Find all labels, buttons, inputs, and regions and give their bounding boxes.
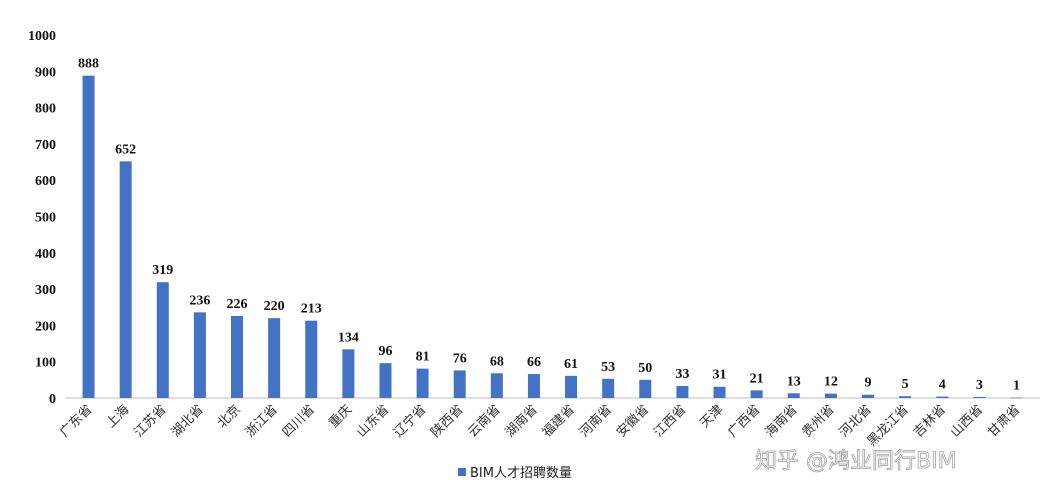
x-tick-label: 重庆 bbox=[325, 402, 355, 432]
x-tick-label: 广西省 bbox=[725, 402, 763, 440]
data-label: 61 bbox=[564, 357, 578, 372]
legend-swatch bbox=[458, 468, 466, 476]
data-label: 13 bbox=[787, 374, 801, 389]
data-label: 76 bbox=[453, 351, 467, 366]
bar bbox=[379, 363, 392, 398]
data-label: 134 bbox=[338, 330, 359, 345]
x-tick-label: 北京 bbox=[215, 402, 244, 431]
x-tick-label: 云南省 bbox=[465, 402, 504, 441]
data-label: 81 bbox=[416, 350, 430, 365]
y-tick-label: 700 bbox=[35, 138, 56, 153]
data-label: 9 bbox=[864, 376, 871, 391]
data-label: 226 bbox=[227, 297, 248, 312]
data-label: 33 bbox=[675, 367, 689, 382]
x-tick-label: 四川省 bbox=[280, 402, 318, 440]
bar bbox=[750, 390, 763, 398]
bar bbox=[156, 282, 169, 398]
bar bbox=[119, 161, 132, 398]
legend: BIM人才招聘数量 bbox=[458, 466, 572, 481]
x-tick-label: 山东省 bbox=[354, 402, 392, 440]
data-label: 12 bbox=[824, 375, 838, 390]
x-tick-label: 湖南省 bbox=[502, 402, 541, 441]
x-tick-label: 上海 bbox=[103, 402, 132, 431]
bar bbox=[565, 375, 578, 398]
bar bbox=[824, 393, 837, 398]
bar bbox=[973, 396, 986, 398]
bar bbox=[1010, 397, 1023, 399]
bar bbox=[899, 396, 912, 398]
data-label: 220 bbox=[264, 299, 285, 314]
bar bbox=[861, 394, 874, 398]
y-tick-label: 900 bbox=[35, 65, 56, 80]
x-tick-label: 江苏省 bbox=[131, 402, 170, 441]
bar bbox=[193, 312, 206, 398]
bar bbox=[787, 393, 800, 398]
bar bbox=[527, 374, 540, 398]
x-tick-label: 甘肃省 bbox=[985, 402, 1023, 440]
data-label: 68 bbox=[490, 354, 504, 369]
y-tick-label: 300 bbox=[35, 283, 56, 298]
data-label: 888 bbox=[78, 57, 99, 72]
y-tick-label: 600 bbox=[35, 174, 56, 189]
bar bbox=[305, 320, 318, 398]
x-tick-label: 湖北省 bbox=[169, 402, 207, 440]
x-tick-label: 贵州省 bbox=[799, 402, 837, 440]
y-tick-label: 500 bbox=[35, 211, 56, 226]
bar bbox=[82, 75, 95, 398]
data-label: 50 bbox=[638, 361, 652, 376]
x-tick-label: 河南省 bbox=[576, 402, 615, 441]
x-tick-label: 浙江省 bbox=[243, 402, 281, 440]
y-tick-label: 100 bbox=[35, 356, 56, 371]
data-label: 5 bbox=[902, 377, 909, 392]
data-label: 96 bbox=[378, 344, 392, 359]
y-tick-label: 800 bbox=[35, 102, 56, 117]
data-label: 66 bbox=[527, 355, 541, 370]
bar bbox=[268, 318, 281, 398]
x-tick-label: 天津 bbox=[697, 402, 726, 431]
x-tick-label: 江西省 bbox=[651, 402, 689, 440]
bar bbox=[342, 349, 355, 398]
x-tick-label: 吉林省 bbox=[911, 402, 949, 440]
bar bbox=[639, 379, 652, 398]
bar bbox=[602, 378, 615, 398]
data-label: 1 bbox=[1013, 379, 1020, 394]
data-label: 21 bbox=[750, 371, 764, 386]
bar bbox=[490, 373, 503, 398]
data-label: 3 bbox=[976, 378, 983, 393]
x-tick-label: 广东省 bbox=[57, 402, 95, 440]
bar bbox=[231, 315, 244, 398]
x-tick-label: 福建省 bbox=[540, 402, 578, 440]
y-tick-label: 0 bbox=[49, 392, 56, 407]
data-label: 319 bbox=[152, 263, 173, 278]
bar bbox=[453, 370, 466, 398]
bar bbox=[936, 396, 949, 398]
watermark-text: 知乎 @鸿业同行BIM bbox=[755, 449, 957, 474]
data-label: 213 bbox=[301, 302, 322, 317]
bar bbox=[416, 368, 429, 398]
y-tick-label: 400 bbox=[35, 247, 56, 262]
y-axis-ticks: 0 100 200 300 400 500 600 700 800 900 1000 bbox=[28, 29, 56, 407]
data-label: 4 bbox=[939, 378, 946, 393]
y-tick-label: 200 bbox=[35, 319, 56, 334]
x-tick-label: 海南省 bbox=[762, 402, 801, 441]
x-tick-label: 黑龙江省 bbox=[865, 402, 912, 449]
data-label: 31 bbox=[713, 368, 727, 383]
data-label: 53 bbox=[601, 360, 615, 375]
y-tick-label: 1000 bbox=[28, 29, 56, 44]
bars bbox=[82, 75, 1023, 399]
x-tick-label: 辽宁省 bbox=[391, 402, 430, 441]
x-tick-label: 安徽省 bbox=[614, 402, 652, 440]
x-tick-label: 陕西省 bbox=[428, 402, 466, 440]
data-label: 236 bbox=[189, 293, 210, 308]
bar bbox=[676, 386, 689, 398]
legend-label: BIM人才招聘数量 bbox=[470, 466, 572, 481]
bar bbox=[713, 386, 726, 398]
x-tick-label: 山西省 bbox=[948, 402, 986, 440]
data-label: 652 bbox=[115, 142, 136, 157]
